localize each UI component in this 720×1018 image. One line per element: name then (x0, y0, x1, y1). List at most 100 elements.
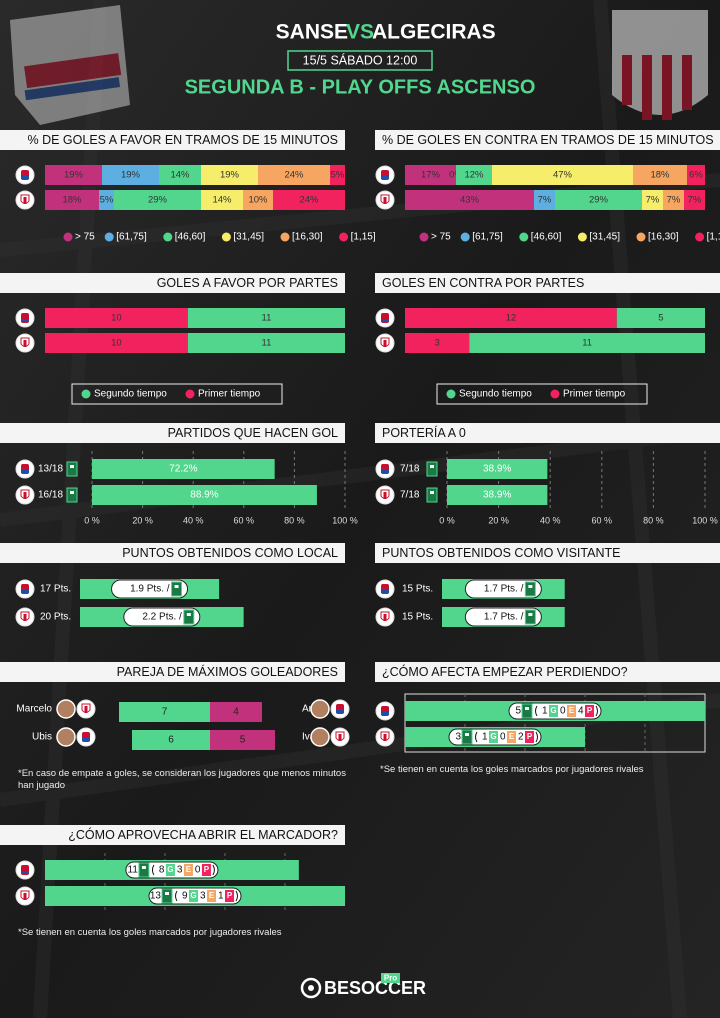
legend-label: [16,30] (648, 232, 679, 243)
bar-segment (534, 190, 555, 210)
legend-box (71, 383, 283, 405)
team-logo-detail (23, 340, 27, 347)
player-avatar (56, 727, 76, 747)
result-box (549, 705, 558, 717)
section-header (375, 662, 720, 682)
count-label: 3 (177, 865, 183, 876)
result-label: E (186, 865, 192, 874)
section-header (0, 273, 345, 293)
note: *Se tienen en cuenta los goles marcados … (18, 927, 282, 938)
value-label: 18% (62, 195, 82, 206)
team-logo-detail (23, 893, 27, 900)
icon (66, 487, 78, 503)
bar-segment (258, 165, 330, 185)
date: 15/5 SÁBADO 12:00 (303, 52, 418, 67)
category-label: 13/18 (38, 464, 63, 475)
result-label: P (527, 732, 533, 741)
bar-segment (687, 165, 705, 185)
team-logo-detail (23, 492, 27, 499)
legend-marker (339, 232, 349, 242)
x-tick-label: 40 % (540, 515, 561, 525)
section-title: PARTIDOS QUE HACEN GOL (168, 426, 338, 440)
result-label: E (569, 706, 575, 715)
value-label: 11 (261, 338, 271, 349)
total-label: 3 (455, 732, 461, 743)
value-label: 29% (589, 195, 609, 206)
away-team: ALGECIRAS (372, 21, 496, 44)
legend-label: [61,75] (472, 232, 503, 243)
legend-label: [16,30] (292, 232, 323, 243)
bar-segment (492, 165, 633, 185)
note: *Se tienen en cuenta los goles marcados … (380, 764, 644, 775)
bar-segment (45, 333, 188, 353)
section-title: ¿CÓMO APROVECHA ABRIR EL MARCADOR? (68, 827, 338, 842)
bar-segment (187, 333, 345, 353)
bar (92, 459, 275, 479)
value-label: 5% (331, 170, 345, 181)
icon (66, 461, 78, 477)
bar-segment (405, 333, 470, 353)
value-label: 18% (650, 170, 670, 181)
section-header (0, 423, 345, 443)
bar-segment (102, 165, 159, 185)
team-logo-detail (383, 734, 387, 741)
per-game-pill (111, 579, 189, 599)
legend-marker (163, 232, 173, 242)
competition: SEGUNDA B - PLAY OFFS ASCENSO (185, 76, 536, 98)
legend-marker (577, 232, 587, 242)
section-header (375, 543, 720, 563)
bar-segment (405, 165, 456, 185)
legend-marker (280, 232, 290, 242)
note-box: *Se tienen en cuenta los goles marcados … (380, 764, 644, 775)
bar (132, 730, 210, 750)
team-logo-detail (336, 710, 344, 713)
paren (235, 890, 238, 902)
count-label: 1 (542, 706, 548, 717)
value-label: 3 (434, 338, 439, 349)
player-avatar (310, 727, 330, 747)
paren (151, 864, 155, 876)
legend-marker (81, 389, 91, 399)
value-label: 4 (233, 707, 239, 718)
section-header (375, 273, 720, 293)
player-name: Ubis (32, 732, 52, 743)
value-label: 24% (284, 170, 304, 181)
legend-marker (419, 232, 429, 242)
count-label: 8 (159, 865, 165, 876)
result-box (585, 705, 594, 717)
count-label: 1 (482, 732, 488, 743)
bar (210, 730, 275, 750)
bar-segment (187, 308, 345, 328)
plot-frame (404, 693, 706, 753)
bar-segment (330, 165, 345, 185)
legend-marker (446, 389, 456, 399)
value-label: 47% (553, 170, 573, 181)
value-label: 5 (658, 313, 663, 324)
team-logo-detail (381, 319, 389, 322)
legend-label: Primer tiempo (563, 389, 626, 400)
team-logo-detail (383, 492, 387, 499)
team-logo-detail (381, 712, 389, 715)
legend-label: Segundo tiempo (459, 389, 532, 400)
total-label: 5 (515, 706, 521, 717)
legend-label: > 75 (431, 232, 451, 243)
note-box: *En caso de empate a goles, se considera… (18, 768, 346, 791)
icon (183, 609, 195, 625)
bar (447, 485, 548, 505)
paren (535, 705, 538, 717)
away-crest (612, 10, 708, 120)
value-label: 6% (689, 170, 703, 181)
per-game-label: 1.7 Pts. / (484, 612, 524, 623)
paren (535, 731, 538, 743)
team-logo-detail (338, 734, 342, 741)
value-label: 10% (248, 195, 268, 206)
bar-segment (405, 190, 534, 210)
bar-segment (469, 333, 705, 353)
x-tick-label: 60 % (234, 515, 255, 525)
value-label: 11 (261, 313, 271, 324)
icon-detail (430, 465, 434, 468)
value-label: 7% (538, 195, 552, 206)
x-tick-label: 80 % (643, 515, 664, 525)
